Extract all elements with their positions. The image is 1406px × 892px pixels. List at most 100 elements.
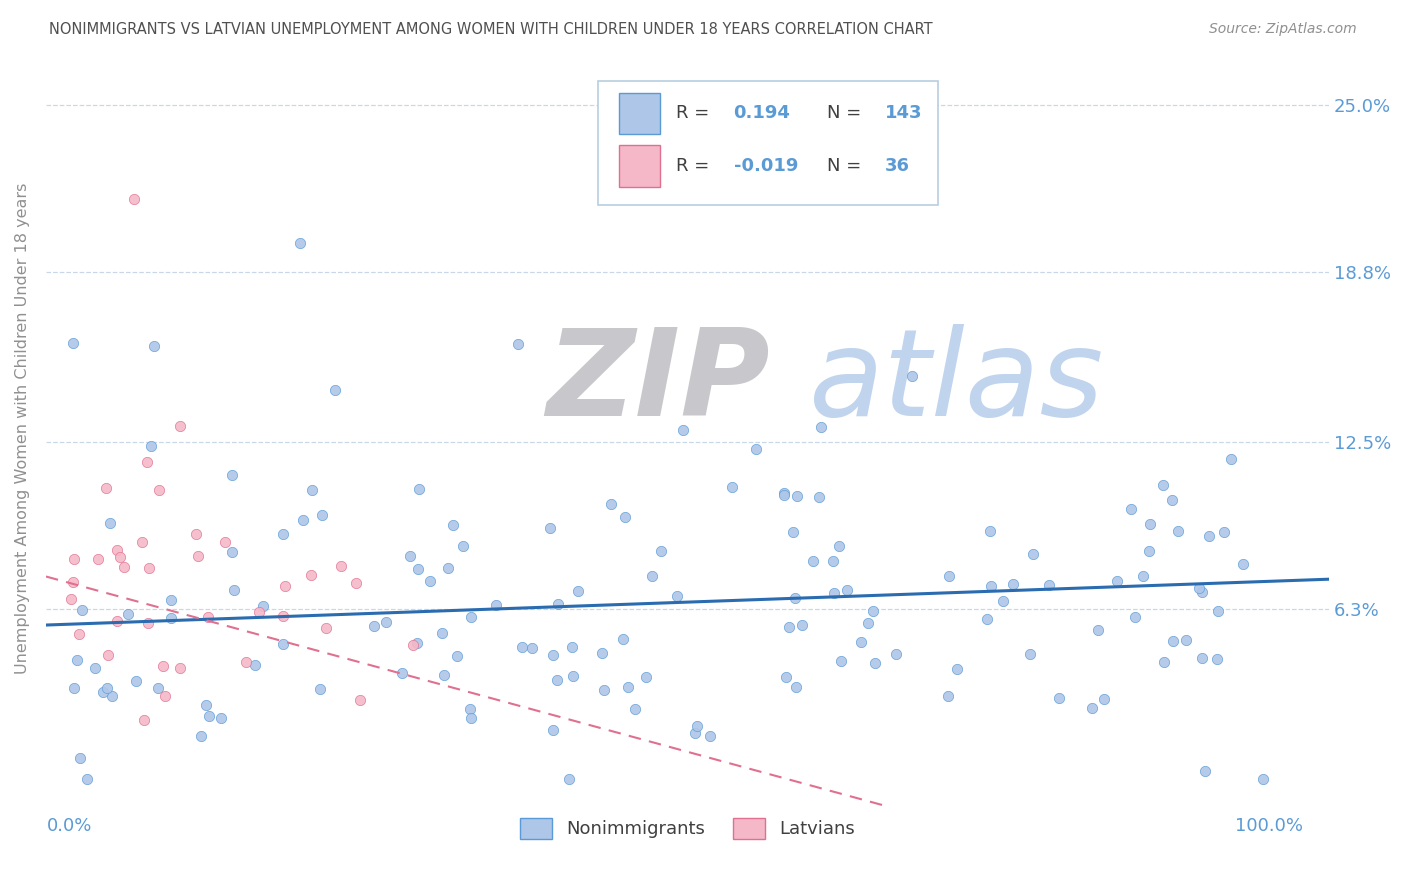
Point bbox=[391, 666, 413, 681]
FancyBboxPatch shape bbox=[598, 81, 938, 205]
Point bbox=[187, 549, 209, 563]
Point bbox=[1153, 656, 1175, 670]
Point bbox=[224, 582, 246, 597]
Point bbox=[112, 560, 135, 574]
Point bbox=[243, 657, 266, 672]
Point bbox=[186, 527, 208, 541]
Point bbox=[96, 681, 118, 695]
Point bbox=[148, 483, 170, 497]
Point bbox=[363, 619, 385, 633]
Point bbox=[117, 607, 139, 621]
Point bbox=[446, 648, 468, 663]
Point bbox=[1137, 544, 1160, 558]
Point bbox=[399, 549, 422, 563]
Point bbox=[451, 539, 474, 553]
Point bbox=[634, 670, 657, 684]
Point bbox=[105, 615, 128, 629]
Y-axis label: Unemployment Among Women with Children Under 18 years: Unemployment Among Women with Children U… bbox=[15, 183, 30, 673]
Point bbox=[650, 544, 672, 558]
Point bbox=[683, 725, 706, 739]
Point bbox=[221, 545, 243, 559]
FancyBboxPatch shape bbox=[620, 145, 661, 187]
Text: 0.194: 0.194 bbox=[734, 104, 790, 122]
Point bbox=[406, 636, 429, 650]
Point bbox=[1047, 690, 1070, 705]
Point bbox=[672, 423, 695, 437]
Point bbox=[1092, 691, 1115, 706]
Point bbox=[1232, 558, 1254, 572]
Point bbox=[801, 554, 824, 568]
Point bbox=[437, 561, 460, 575]
Point bbox=[946, 663, 969, 677]
Point bbox=[292, 513, 315, 527]
Point bbox=[612, 632, 634, 646]
Point bbox=[160, 593, 183, 607]
Point bbox=[76, 772, 98, 786]
Point bbox=[299, 568, 322, 582]
Point bbox=[131, 534, 153, 549]
Point bbox=[460, 711, 482, 725]
Point bbox=[87, 552, 110, 566]
Point bbox=[63, 681, 86, 695]
Point bbox=[856, 616, 879, 631]
Point bbox=[1167, 524, 1189, 538]
Point bbox=[591, 646, 613, 660]
Point bbox=[67, 627, 90, 641]
Point bbox=[1107, 574, 1129, 589]
Point bbox=[1198, 529, 1220, 543]
Text: NONIMMIGRANTS VS LATVIAN UNEMPLOYMENT AMONG WOMEN WITH CHILDREN UNDER 18 YEARS C: NONIMMIGRANTS VS LATVIAN UNEMPLOYMENT AM… bbox=[49, 22, 932, 37]
Point bbox=[1081, 701, 1104, 715]
Point bbox=[835, 583, 858, 598]
Point bbox=[101, 690, 124, 704]
Point bbox=[938, 569, 960, 583]
Point bbox=[1174, 632, 1197, 647]
Point bbox=[1251, 772, 1274, 786]
Point bbox=[66, 653, 89, 667]
Point bbox=[252, 599, 274, 613]
Point bbox=[745, 442, 768, 456]
Point bbox=[83, 661, 105, 675]
Point bbox=[401, 639, 423, 653]
Point bbox=[512, 640, 534, 655]
Point bbox=[1206, 604, 1229, 618]
Point bbox=[62, 336, 84, 351]
Point bbox=[485, 598, 508, 612]
Point bbox=[1206, 652, 1229, 666]
Point bbox=[406, 562, 429, 576]
Point bbox=[541, 648, 564, 663]
Point bbox=[93, 685, 115, 699]
Point bbox=[699, 729, 721, 743]
Point bbox=[863, 657, 886, 671]
Point bbox=[62, 574, 84, 589]
Point bbox=[309, 681, 332, 696]
Point bbox=[323, 384, 346, 398]
Point bbox=[567, 583, 589, 598]
Point bbox=[993, 594, 1015, 608]
Point bbox=[152, 658, 174, 673]
Point bbox=[69, 751, 91, 765]
Point bbox=[561, 640, 583, 654]
Point bbox=[271, 527, 294, 541]
Text: Source: ZipAtlas.com: Source: ZipAtlas.com bbox=[1209, 22, 1357, 37]
Text: -0.019: -0.019 bbox=[734, 157, 799, 175]
Point bbox=[315, 621, 337, 635]
Point bbox=[686, 719, 709, 733]
Text: ZIP: ZIP bbox=[547, 325, 770, 442]
Point bbox=[614, 509, 637, 524]
Point bbox=[153, 690, 176, 704]
Point bbox=[821, 554, 844, 568]
Point bbox=[666, 589, 689, 603]
Point bbox=[98, 516, 121, 531]
Point bbox=[558, 772, 581, 786]
Point bbox=[807, 490, 830, 504]
Point bbox=[247, 605, 270, 619]
Point bbox=[506, 336, 529, 351]
Point bbox=[59, 592, 82, 607]
Point bbox=[271, 608, 294, 623]
Point bbox=[132, 713, 155, 727]
Point bbox=[785, 680, 807, 694]
Point bbox=[190, 729, 212, 743]
Point bbox=[288, 236, 311, 251]
Point bbox=[97, 648, 120, 663]
Text: 143: 143 bbox=[884, 104, 922, 122]
